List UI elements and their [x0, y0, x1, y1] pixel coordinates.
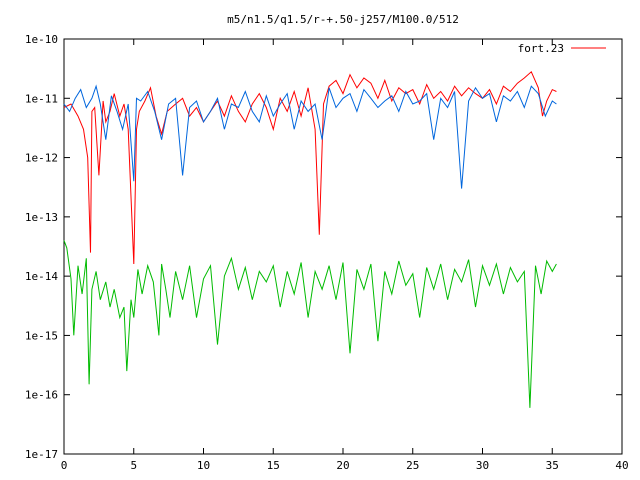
y-tick-label: 1e-14 — [25, 270, 58, 283]
plot-frame — [63, 38, 623, 455]
x-tick-label: 40 — [615, 459, 628, 472]
y-axis: 1e-10 1e-11 1e-12 1e-13 1e-14 1e-15 1e-16 1e-17 — [25, 33, 622, 461]
x-tick-label: 25 — [406, 459, 419, 472]
series-line-1 — [63, 70, 557, 265]
x-axis: 0 5 10 15 20 25 30 35 40 — [61, 39, 629, 472]
x-tick-label: 0 — [61, 459, 68, 472]
y-tick-label: 1e-16 — [25, 389, 58, 402]
y-tick-label: 1e-13 — [25, 211, 58, 224]
y-tick-label: 1e-15 — [25, 329, 58, 342]
x-tick-label: 10 — [197, 459, 210, 472]
series-line-2 — [63, 84, 557, 189]
legend-label: fort.23 — [518, 42, 564, 55]
y-tick-label: 1e-12 — [25, 152, 58, 165]
series-lines — [63, 70, 557, 408]
x-tick-label: 15 — [267, 459, 280, 472]
legend: fort.23 — [518, 42, 606, 55]
y-tick-label: 1e-11 — [25, 92, 58, 105]
series-line-3 — [63, 240, 557, 408]
chart-title: m5/n1.5/q1.5/r-+.50-j257/M100.0/512 — [227, 13, 459, 26]
x-tick-label: 5 — [130, 459, 137, 472]
y-tick-label: 1e-10 — [25, 33, 58, 46]
x-tick-label: 20 — [336, 459, 349, 472]
x-tick-label: 35 — [546, 459, 559, 472]
x-tick-label: 30 — [476, 459, 489, 472]
y-tick-label: 1e-17 — [25, 448, 58, 461]
